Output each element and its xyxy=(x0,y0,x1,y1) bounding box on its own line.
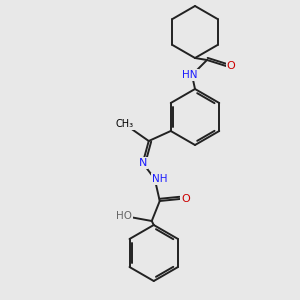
Text: HN: HN xyxy=(182,70,198,80)
Text: N: N xyxy=(139,158,147,168)
Text: O: O xyxy=(226,61,236,71)
Text: HO: HO xyxy=(116,211,132,221)
Text: O: O xyxy=(182,194,190,204)
Text: CH₃: CH₃ xyxy=(116,119,134,129)
Text: NH: NH xyxy=(152,174,167,184)
